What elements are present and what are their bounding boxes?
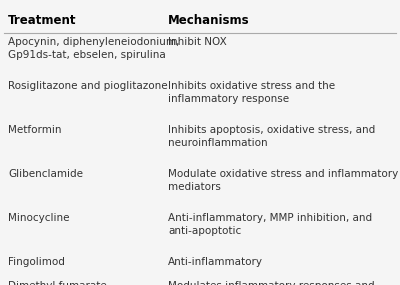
Text: Inhibit NOX: Inhibit NOX: [168, 37, 227, 47]
Text: Mechanisms: Mechanisms: [168, 14, 250, 27]
Text: Inhibits oxidative stress and the
inflammatory response: Inhibits oxidative stress and the inflam…: [168, 81, 335, 104]
Text: Minocycline: Minocycline: [8, 213, 70, 223]
Text: Anti-inflammatory, MMP inhibition, and
anti-apoptotic: Anti-inflammatory, MMP inhibition, and a…: [168, 213, 372, 236]
Text: Rosiglitazone and pioglitazone: Rosiglitazone and pioglitazone: [8, 81, 168, 91]
Text: Apocynin, diphenyleneiodonium,
Gp91ds-tat, ebselen, spirulina: Apocynin, diphenyleneiodonium, Gp91ds-ta…: [8, 37, 179, 60]
Text: Glibenclamide: Glibenclamide: [8, 169, 83, 179]
Text: Treatment: Treatment: [8, 14, 76, 27]
Text: Modulates inflammatory responses and
stimulates antioxidant pathways: Modulates inflammatory responses and sti…: [168, 281, 375, 285]
Text: Metformin: Metformin: [8, 125, 62, 135]
Text: Dimethyl fumarate: Dimethyl fumarate: [8, 281, 107, 285]
Text: Fingolimod: Fingolimod: [8, 257, 65, 267]
Text: Modulate oxidative stress and inflammatory
mediators: Modulate oxidative stress and inflammato…: [168, 169, 398, 192]
Text: Anti-inflammatory: Anti-inflammatory: [168, 257, 263, 267]
Text: Inhibits apoptosis, oxidative stress, and
neuroinflammation: Inhibits apoptosis, oxidative stress, an…: [168, 125, 375, 148]
